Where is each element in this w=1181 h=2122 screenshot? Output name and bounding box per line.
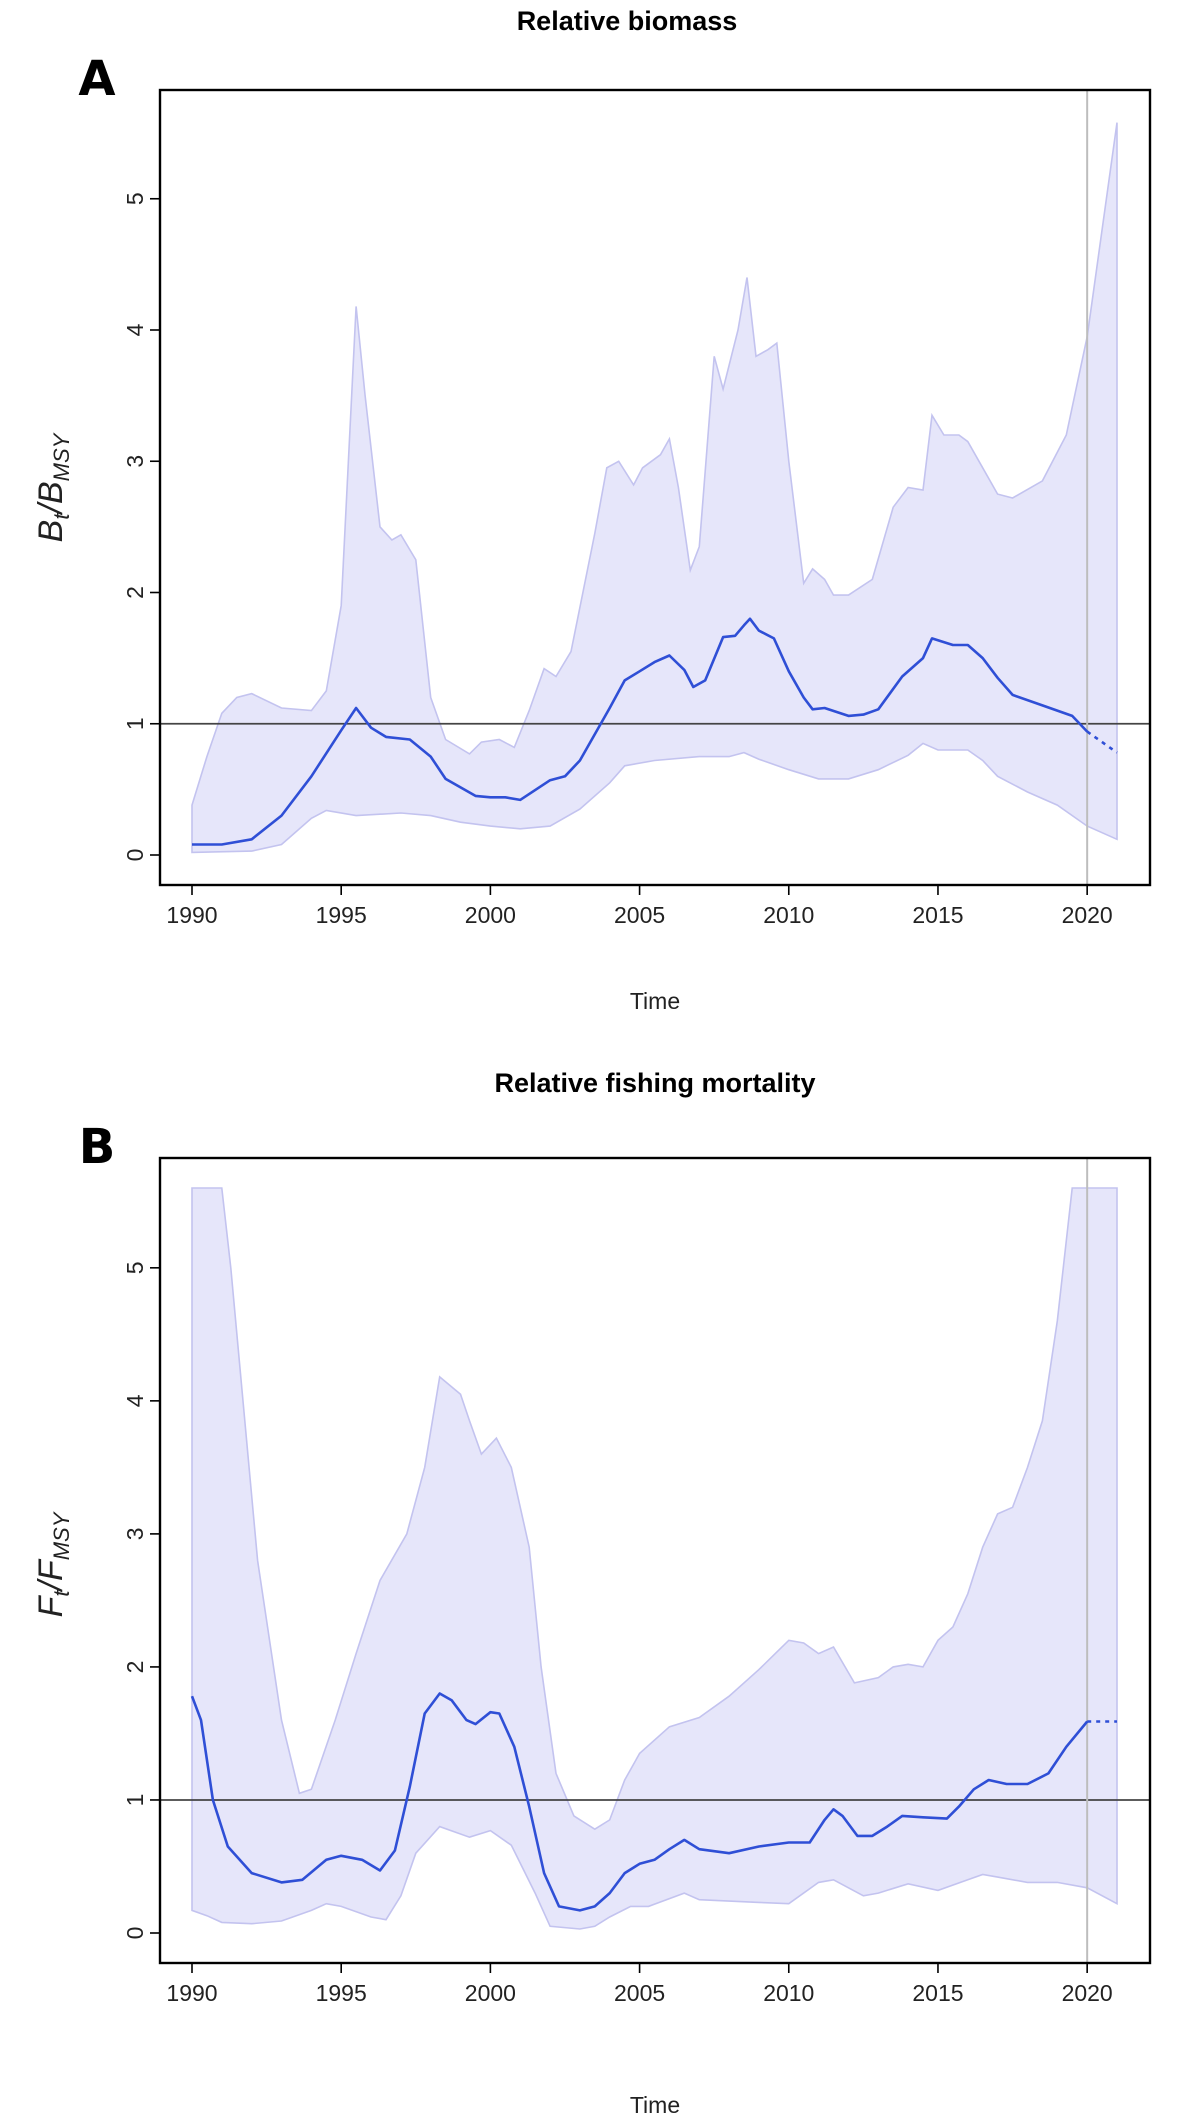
median-line (192, 617, 1089, 846)
x-tick-label: 2015 (912, 1980, 963, 2006)
y-tick-label: 2 (122, 1661, 148, 1674)
y-label-sub2: MSY (49, 432, 74, 481)
confidence-band (191, 1187, 1118, 1930)
x-tick-label: 1995 (316, 1980, 367, 2006)
x-tick-label: 1995 (316, 902, 367, 928)
y-tick-label: 1 (122, 717, 148, 730)
x-tick-label: 2000 (465, 902, 516, 928)
plot-frame (158, 88, 1152, 887)
x-tick-label: 2005 (614, 902, 665, 928)
y-tick-label: 2 (122, 586, 148, 599)
chart-title: Relative biomass (517, 6, 738, 36)
y-label-main2: B (32, 481, 70, 504)
x-tick-label: 2005 (614, 1980, 665, 2006)
y-axis-label: Bt/BMSY (32, 432, 74, 542)
y-tick-label: 5 (122, 192, 148, 205)
x-tick-label: 2020 (1062, 902, 1113, 928)
plot-area (160, 1158, 1150, 1963)
y-label-slash: / (32, 1578, 70, 1593)
y-tick-label: 3 (122, 455, 148, 468)
y-tick-label: 4 (122, 323, 148, 336)
projection-line (1086, 730, 1118, 754)
x-tick-label: 2010 (763, 1980, 814, 2006)
chart-title: Relative fishing mortality (494, 1068, 815, 1098)
y-label-main: F (32, 1594, 70, 1617)
y-label-sub1: t (49, 1590, 74, 1597)
plot-area (160, 90, 1150, 885)
x-tick-label: 2000 (465, 1980, 516, 2006)
x-tick-label: 2015 (912, 902, 963, 928)
y-tick-label: 1 (122, 1794, 148, 1807)
confidence-band (191, 122, 1118, 854)
y-tick-label: 0 (122, 1927, 148, 1940)
y-tick-label: 0 (122, 849, 148, 862)
panel-letter: B (79, 1119, 116, 1175)
x-tick-label: 2020 (1062, 1980, 1113, 2006)
median-line (190, 1692, 1089, 1912)
x-tick-label: 1990 (166, 1980, 217, 2006)
y-tick-label: 3 (122, 1527, 148, 1540)
panel-b-relative-fishing-mortality: Relative fishing mortality B Time Ft/FMS… (32, 1068, 1152, 2118)
plot-frame (158, 1156, 1152, 1965)
x-axis-label: Time (630, 988, 680, 1014)
y-label-slash: / (32, 501, 70, 516)
panel-a-relative-biomass: Relative biomass A Time Bt/BMSY 1990 1995… (32, 6, 1152, 1014)
y-axis-label: Ft/FMSY (32, 1511, 74, 1617)
y-label-sub1: t (49, 513, 74, 520)
x-tick-label: 2010 (763, 902, 814, 928)
panel-letter: A (78, 51, 115, 107)
y-label-main: B (32, 520, 70, 543)
y-tick-label: 5 (122, 1261, 148, 1274)
y-label-main2: F (32, 1558, 70, 1581)
x-axis-label: Time (630, 2092, 680, 2118)
x-tick-label: 1990 (166, 902, 217, 928)
y-tick-label: 4 (122, 1394, 148, 1407)
y-label-sub2: MSY (49, 1511, 74, 1560)
